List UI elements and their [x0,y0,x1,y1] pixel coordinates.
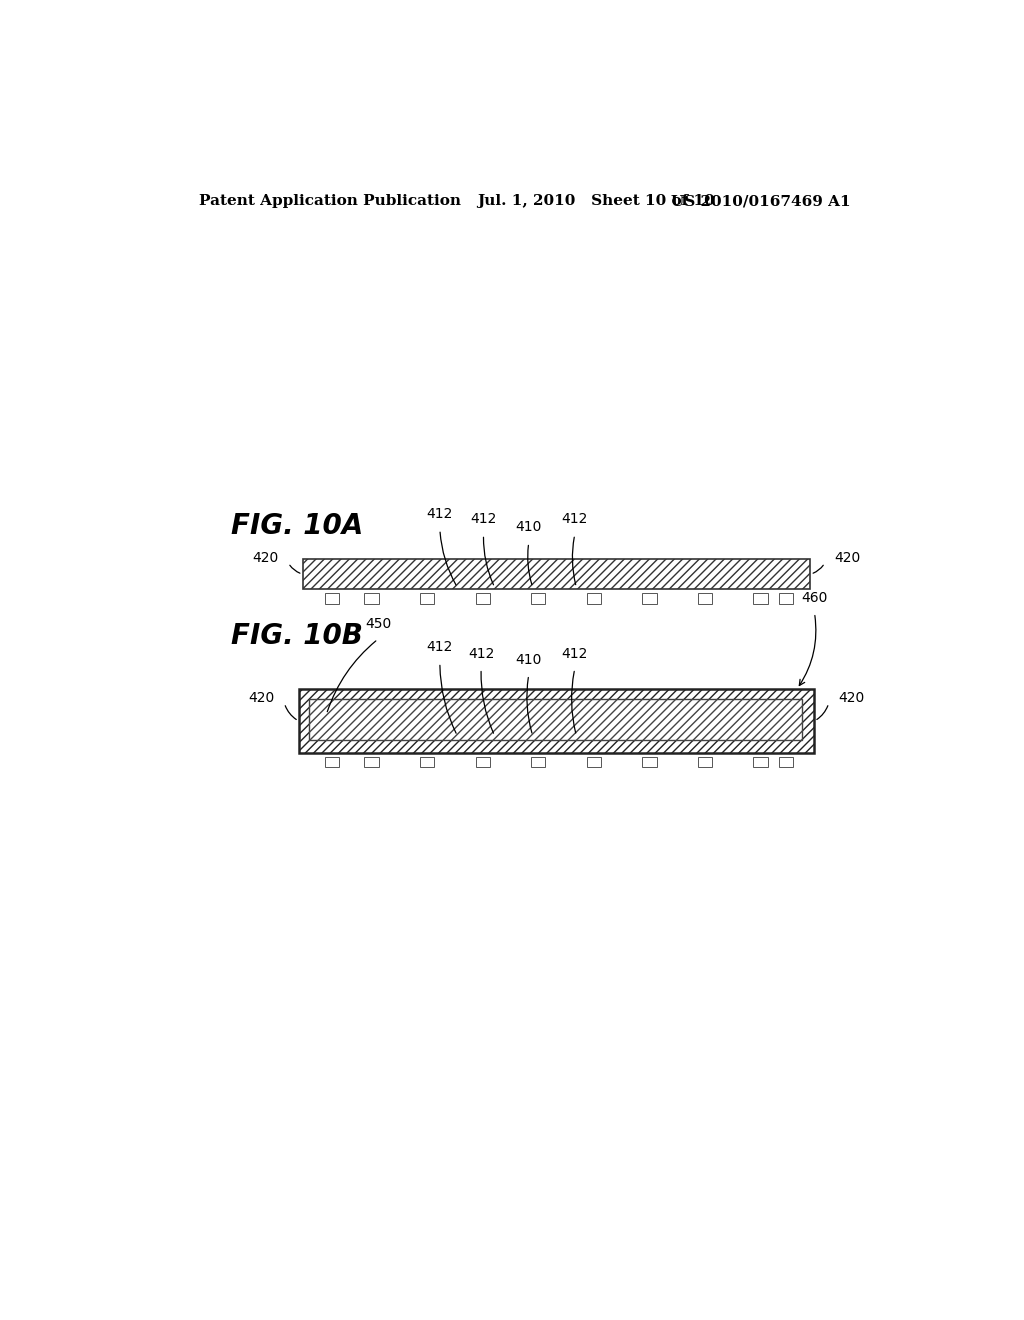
Bar [697,594,712,603]
Text: 420: 420 [253,550,279,565]
Text: FIG. 10B: FIG. 10B [231,622,364,651]
Bar [754,594,768,603]
Text: FIG. 10A: FIG. 10A [231,512,364,540]
Bar [642,594,656,603]
Text: 412: 412 [427,640,453,655]
Bar [697,758,712,767]
Text: 412: 412 [561,512,588,527]
Text: 410: 410 [515,520,542,535]
Text: 420: 420 [835,550,860,565]
Bar [531,594,546,603]
Bar [299,689,814,752]
Bar [587,758,601,767]
Bar [642,758,656,767]
Text: 412: 412 [468,647,495,660]
Text: 412: 412 [470,512,497,527]
Bar [587,594,601,603]
Bar [303,558,811,589]
Text: Patent Application Publication: Patent Application Publication [200,194,462,209]
Text: Jul. 1, 2010   Sheet 10 of 10: Jul. 1, 2010 Sheet 10 of 10 [477,194,715,209]
Text: 420: 420 [839,690,864,705]
Text: 410: 410 [515,652,542,667]
Bar [531,758,546,767]
Bar [475,758,489,767]
Text: 412: 412 [561,647,588,660]
Text: 460: 460 [801,590,827,605]
Text: 450: 450 [365,616,391,631]
Bar [754,758,768,767]
Bar [365,594,379,603]
Bar [325,758,339,767]
Text: 412: 412 [427,507,453,521]
Bar [325,594,339,603]
Bar [420,594,434,603]
Bar [420,758,434,767]
Text: 420: 420 [249,690,274,705]
Bar [475,594,489,603]
Bar [309,700,802,739]
Bar [778,594,793,603]
Bar [778,758,793,767]
Bar [365,758,379,767]
Text: US 2010/0167469 A1: US 2010/0167469 A1 [671,194,850,209]
